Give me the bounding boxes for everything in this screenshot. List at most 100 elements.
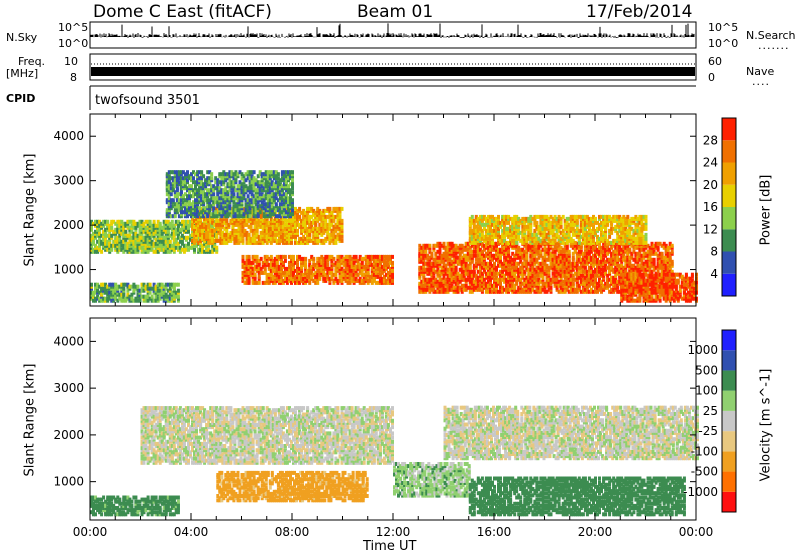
data-cell bbox=[302, 256, 306, 261]
data-cell bbox=[94, 243, 97, 248]
data-cell bbox=[294, 260, 297, 265]
data-cell bbox=[312, 240, 316, 245]
data-cell bbox=[497, 259, 500, 264]
data-cell bbox=[239, 224, 243, 229]
data-cell bbox=[440, 281, 444, 286]
data-cell bbox=[328, 240, 332, 245]
data-cell bbox=[557, 241, 561, 246]
data-cell bbox=[484, 289, 488, 294]
data-cell bbox=[571, 251, 575, 256]
data-cell bbox=[598, 249, 601, 254]
data-cell bbox=[140, 286, 144, 291]
data-cell bbox=[436, 263, 440, 268]
data-cell bbox=[187, 247, 190, 252]
data-cell bbox=[460, 283, 464, 288]
data-cell bbox=[573, 261, 577, 266]
data-cell bbox=[527, 289, 531, 294]
data-cell bbox=[259, 256, 263, 261]
data-cell bbox=[612, 275, 616, 280]
data-cell bbox=[577, 283, 581, 288]
data-cell bbox=[535, 287, 539, 292]
data-cell bbox=[98, 219, 102, 224]
data-cell bbox=[134, 239, 138, 244]
data-cell bbox=[476, 275, 480, 280]
data-cell bbox=[370, 280, 374, 285]
data-cell bbox=[600, 279, 603, 284]
data-cell bbox=[223, 226, 227, 231]
data-cell bbox=[243, 260, 247, 265]
data-cell bbox=[158, 292, 162, 297]
data-cell bbox=[255, 280, 259, 285]
data-cell bbox=[362, 256, 366, 261]
data-cell bbox=[654, 251, 658, 256]
data-cell bbox=[332, 214, 336, 219]
data-cell bbox=[555, 277, 559, 282]
data-cell bbox=[579, 277, 583, 282]
data-cell bbox=[326, 226, 330, 231]
data-cell bbox=[517, 261, 521, 266]
data-cell bbox=[138, 223, 142, 228]
data-cell bbox=[499, 269, 502, 274]
data-cell bbox=[442, 279, 446, 284]
data-cell bbox=[213, 219, 217, 224]
data-cell bbox=[523, 269, 527, 274]
data-cell bbox=[513, 257, 517, 262]
data-cell bbox=[180, 247, 184, 252]
data-cell bbox=[474, 253, 478, 258]
data-cell bbox=[168, 221, 172, 226]
data-cell bbox=[144, 235, 148, 240]
data-cell bbox=[294, 214, 297, 219]
data-cell bbox=[598, 265, 601, 270]
data-cell bbox=[585, 255, 589, 260]
data-cell bbox=[302, 208, 306, 213]
data-cell bbox=[600, 267, 603, 272]
data-cell bbox=[310, 206, 314, 211]
data-cell bbox=[326, 230, 330, 235]
data-cell bbox=[602, 273, 606, 278]
data-cell bbox=[243, 222, 247, 227]
data-cell bbox=[344, 278, 348, 283]
data-cell bbox=[110, 282, 114, 287]
data-cell bbox=[239, 218, 243, 223]
data-cell bbox=[112, 243, 116, 248]
data-cell bbox=[592, 257, 595, 262]
data-cell bbox=[132, 219, 136, 224]
data-cell bbox=[182, 219, 186, 224]
data-cell bbox=[298, 254, 302, 259]
data-cell bbox=[418, 243, 422, 248]
data-cell bbox=[491, 289, 494, 294]
data-cell bbox=[507, 245, 511, 250]
data-cell bbox=[571, 267, 575, 272]
data-cell bbox=[581, 269, 585, 274]
data-cell bbox=[94, 229, 97, 234]
data-cell bbox=[642, 261, 646, 266]
data-cell bbox=[567, 249, 571, 254]
data-cell bbox=[122, 286, 126, 291]
data-cell bbox=[454, 259, 458, 264]
data-cell bbox=[376, 280, 380, 285]
data-cell bbox=[456, 281, 460, 286]
data-cell bbox=[446, 279, 450, 284]
data-cell bbox=[470, 269, 474, 274]
data-cell bbox=[503, 245, 507, 250]
data-cell bbox=[610, 279, 614, 284]
data-cell bbox=[312, 266, 316, 271]
data-cell bbox=[136, 292, 140, 297]
data-cell bbox=[334, 276, 338, 281]
data-cell bbox=[275, 276, 279, 281]
data-cell bbox=[547, 265, 551, 270]
data-cell bbox=[374, 280, 378, 285]
data-cell bbox=[380, 276, 384, 281]
data-cell bbox=[513, 277, 517, 282]
data-cell bbox=[493, 253, 496, 258]
data-cell bbox=[604, 271, 608, 276]
data-cell bbox=[330, 258, 334, 263]
data-cell bbox=[604, 259, 608, 264]
data-cell bbox=[122, 249, 126, 254]
data-cell bbox=[374, 254, 378, 259]
data-cell bbox=[464, 247, 468, 252]
data-cell bbox=[596, 269, 599, 274]
data-cell bbox=[158, 288, 162, 293]
data-cell bbox=[283, 232, 287, 237]
data-cell bbox=[90, 290, 93, 295]
